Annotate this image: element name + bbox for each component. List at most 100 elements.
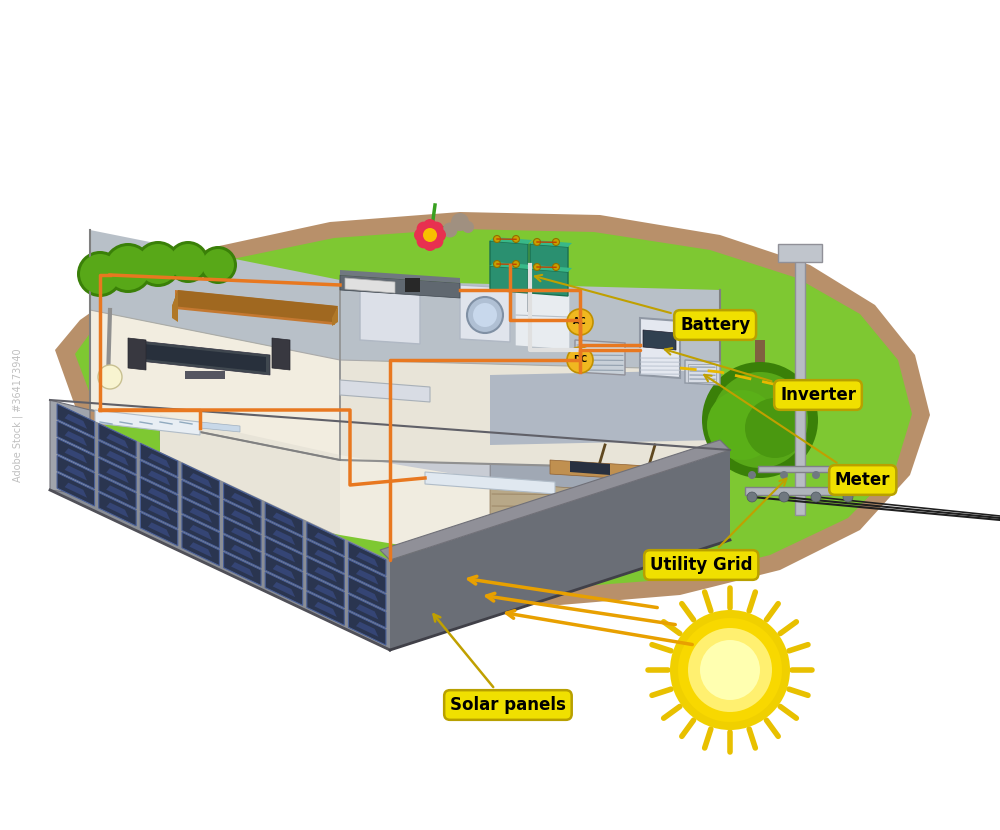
Polygon shape (99, 458, 136, 491)
Circle shape (567, 347, 593, 373)
Polygon shape (356, 622, 378, 637)
Circle shape (844, 471, 852, 479)
Circle shape (747, 492, 757, 502)
Polygon shape (490, 262, 532, 269)
Circle shape (678, 618, 782, 722)
Polygon shape (425, 472, 555, 494)
Polygon shape (348, 559, 386, 593)
Circle shape (494, 261, 501, 267)
Polygon shape (307, 557, 344, 590)
Circle shape (567, 309, 593, 335)
Circle shape (534, 263, 540, 271)
Circle shape (103, 243, 153, 293)
Polygon shape (182, 498, 219, 531)
Bar (745, 487, 855, 495)
Circle shape (748, 471, 756, 479)
Circle shape (688, 628, 772, 712)
Polygon shape (390, 450, 730, 650)
Circle shape (423, 228, 437, 242)
Polygon shape (340, 380, 430, 402)
Polygon shape (106, 502, 129, 518)
Polygon shape (490, 241, 528, 268)
Polygon shape (140, 461, 178, 494)
Polygon shape (265, 572, 303, 605)
Polygon shape (231, 562, 254, 577)
Polygon shape (360, 288, 420, 344)
Polygon shape (348, 612, 386, 645)
Circle shape (414, 228, 428, 242)
Polygon shape (140, 496, 178, 529)
Polygon shape (640, 318, 680, 378)
Circle shape (80, 254, 120, 294)
Polygon shape (307, 540, 344, 574)
Bar (758, 466, 842, 472)
Text: DC: DC (573, 355, 587, 364)
Polygon shape (356, 604, 378, 619)
Polygon shape (99, 476, 136, 509)
Bar (405, 278, 420, 292)
Polygon shape (380, 440, 730, 560)
Polygon shape (189, 508, 212, 523)
Circle shape (512, 261, 520, 267)
Circle shape (712, 372, 808, 468)
Polygon shape (231, 510, 254, 525)
Polygon shape (130, 340, 270, 375)
Circle shape (417, 222, 431, 236)
Circle shape (812, 471, 820, 479)
Circle shape (138, 244, 178, 284)
Circle shape (512, 236, 520, 242)
Polygon shape (490, 482, 600, 535)
Polygon shape (134, 343, 266, 372)
Polygon shape (189, 491, 212, 505)
Polygon shape (95, 410, 200, 435)
Polygon shape (57, 456, 95, 489)
Polygon shape (106, 451, 129, 466)
Polygon shape (265, 554, 303, 588)
Circle shape (552, 238, 560, 246)
Circle shape (473, 303, 497, 327)
Polygon shape (160, 415, 340, 535)
Text: Solar panels: Solar panels (434, 614, 566, 714)
Polygon shape (530, 265, 572, 272)
Polygon shape (182, 481, 219, 514)
Polygon shape (345, 278, 395, 293)
Circle shape (451, 213, 469, 231)
Circle shape (780, 471, 788, 479)
Text: Meter: Meter (704, 375, 891, 489)
Circle shape (442, 222, 458, 237)
Polygon shape (332, 306, 338, 326)
Polygon shape (570, 461, 610, 475)
Polygon shape (265, 537, 303, 571)
Polygon shape (314, 567, 337, 583)
Polygon shape (685, 360, 720, 385)
Polygon shape (148, 453, 170, 468)
Polygon shape (430, 220, 445, 230)
Circle shape (423, 237, 437, 251)
Polygon shape (65, 448, 87, 463)
Polygon shape (224, 535, 261, 569)
Circle shape (745, 398, 805, 458)
Polygon shape (106, 486, 129, 500)
Text: Utility Grid: Utility Grid (650, 479, 786, 574)
Polygon shape (99, 492, 136, 526)
Circle shape (702, 362, 818, 478)
Polygon shape (224, 552, 261, 585)
Circle shape (467, 297, 503, 333)
Polygon shape (490, 266, 528, 293)
Polygon shape (140, 443, 178, 476)
Circle shape (494, 236, 501, 242)
Text: AC: AC (573, 318, 587, 326)
Polygon shape (348, 542, 386, 575)
Polygon shape (172, 290, 338, 322)
Circle shape (552, 263, 560, 271)
Polygon shape (55, 212, 930, 605)
Polygon shape (530, 244, 568, 271)
Polygon shape (273, 564, 295, 580)
Polygon shape (356, 552, 378, 567)
Polygon shape (273, 513, 295, 528)
Polygon shape (490, 375, 720, 545)
Polygon shape (189, 473, 212, 488)
Polygon shape (90, 230, 720, 370)
Circle shape (170, 244, 206, 280)
Polygon shape (106, 468, 129, 483)
